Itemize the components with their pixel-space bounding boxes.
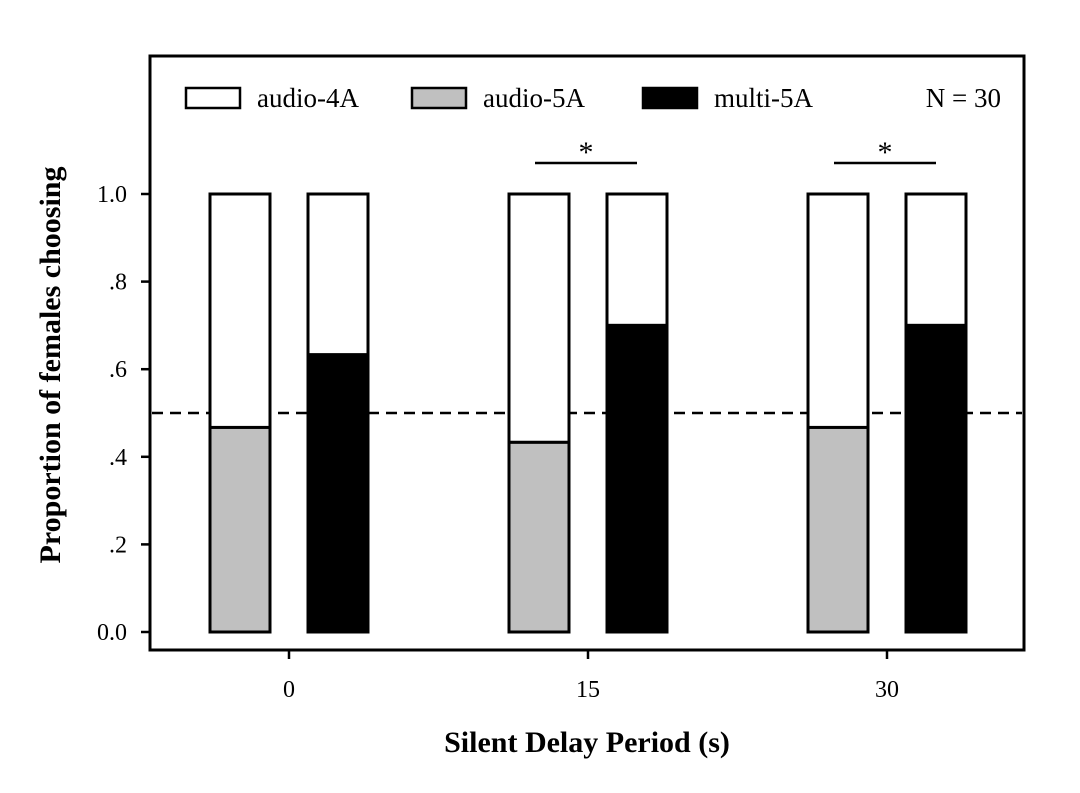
legend: audio-4A audio-5A multi-5A N = 30	[184, 83, 1001, 113]
legend-swatch-audio-4a	[184, 86, 242, 110]
bar-segment-multi-5a-15	[605, 323, 669, 634]
y-tick-label: .8	[109, 270, 127, 296]
bar-segment-multi-5a-0	[306, 353, 370, 634]
sample-size-annotation: N = 30	[926, 83, 1001, 113]
bar-segment-audio-4a-15	[507, 192, 571, 444]
significance-star: *	[878, 136, 893, 169]
bars-group	[208, 192, 968, 634]
legend-label-multi-5a: multi-5A	[714, 83, 813, 113]
bar-segment-audio-5a-0	[208, 425, 272, 634]
y-axis-title: Proportion of females choosing	[34, 167, 67, 564]
legend-label-audio-4a: audio-4A	[257, 83, 359, 113]
x-axis-title: Silent Delay Period (s)	[444, 726, 730, 759]
significance-star: *	[579, 136, 594, 169]
y-axis: 0.0 .2 .4 .6 .8 1.0	[97, 182, 150, 646]
legend-swatch-audio-5a	[410, 86, 468, 110]
legend-swatch-multi-5a	[641, 86, 699, 110]
y-tick-label: .4	[109, 445, 127, 471]
bar-segment-audio-4a-30	[904, 192, 968, 327]
y-tick-label: .6	[109, 357, 127, 383]
bar-segment-audio-4a-30	[806, 192, 870, 429]
bar-segment-audio-4a-0	[306, 192, 370, 357]
x-tick-label: 0	[283, 677, 295, 703]
legend-label-audio-5a: audio-5A	[483, 83, 585, 113]
bar-segment-audio-4a-0	[208, 192, 272, 429]
bar-segment-multi-5a-30	[904, 323, 968, 634]
y-tick-label: .2	[109, 532, 127, 558]
x-tick-label: 15	[576, 677, 600, 703]
x-tick-label: 30	[875, 677, 899, 703]
y-tick-label: 0.0	[97, 620, 127, 646]
bar-segment-audio-4a-15	[605, 192, 669, 327]
x-axis: 0 15 30	[283, 650, 899, 703]
bar-segment-audio-5a-15	[507, 440, 571, 634]
significance-markers: * *	[535, 136, 936, 169]
y-tick-label: 1.0	[97, 182, 127, 208]
bar-segment-audio-5a-30	[806, 425, 870, 634]
